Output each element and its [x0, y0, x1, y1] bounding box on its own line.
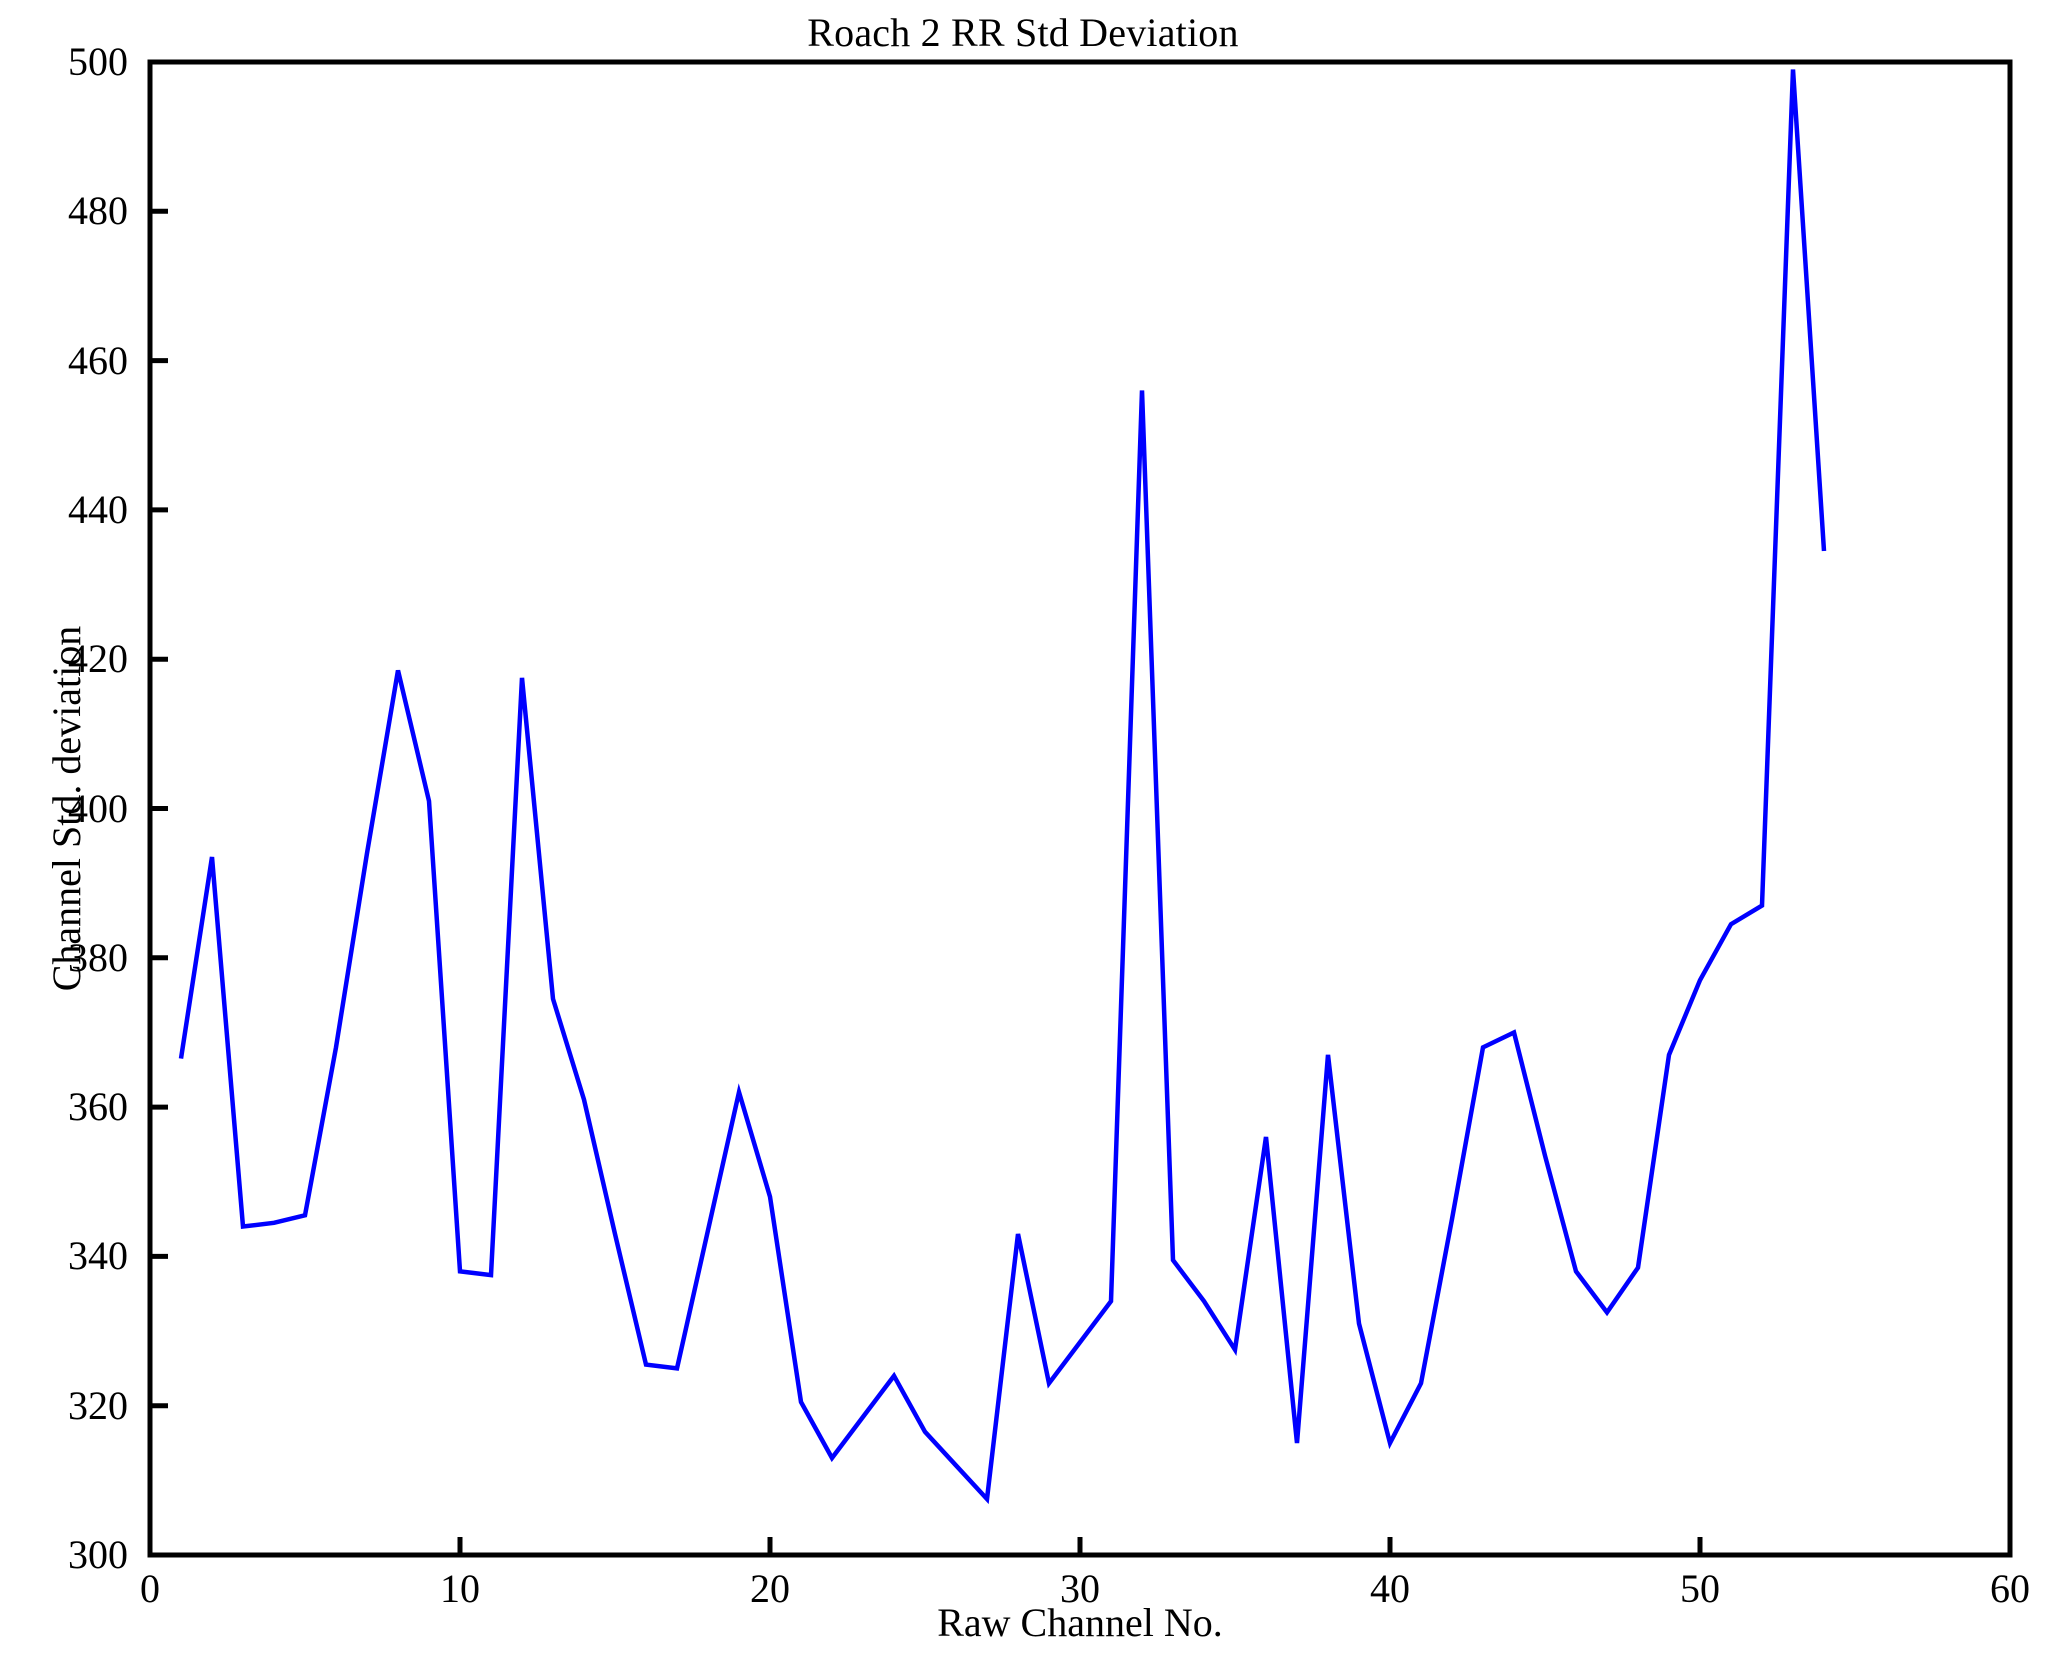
y-tick-label: 340	[68, 1233, 128, 1279]
x-tick-label: 10	[440, 1566, 480, 1611]
x-axis-ticks	[147, 1537, 2013, 1555]
data-series-group	[178, 69, 1827, 1505]
y-tick-label: 300	[68, 1532, 128, 1577]
y-tick-label: 500	[68, 39, 128, 84]
y-axis-title: Channel Std. deviation	[44, 625, 89, 992]
y-tick-label: 400	[68, 785, 128, 831]
x-axis-title: Raw Channel No.	[937, 1600, 1223, 1645]
x-tick-label: 40	[1370, 1566, 1410, 1611]
y-axis-ticks	[150, 59, 168, 1558]
y-tick-label: 320	[68, 1382, 128, 1428]
y-tick-label: 380	[68, 934, 128, 980]
x-tick-label: 50	[1680, 1566, 1720, 1611]
x-tick-label: 20	[750, 1566, 790, 1611]
y-tick-label: 480	[68, 188, 128, 234]
x-tick-label: 0	[140, 1566, 160, 1611]
y-tick-label: 420	[68, 636, 128, 682]
x-tick-label: 30	[1060, 1566, 1100, 1611]
data-line-channel-std-deviation	[178, 69, 1827, 1505]
y-tick-label: 460	[68, 337, 128, 383]
y-tick-label: 360	[68, 1084, 128, 1130]
chart-title: Roach 2 RR Std Deviation	[807, 10, 1239, 55]
y-tick-label: 440	[68, 486, 128, 532]
x-tick-label: 60	[1990, 1566, 2030, 1611]
